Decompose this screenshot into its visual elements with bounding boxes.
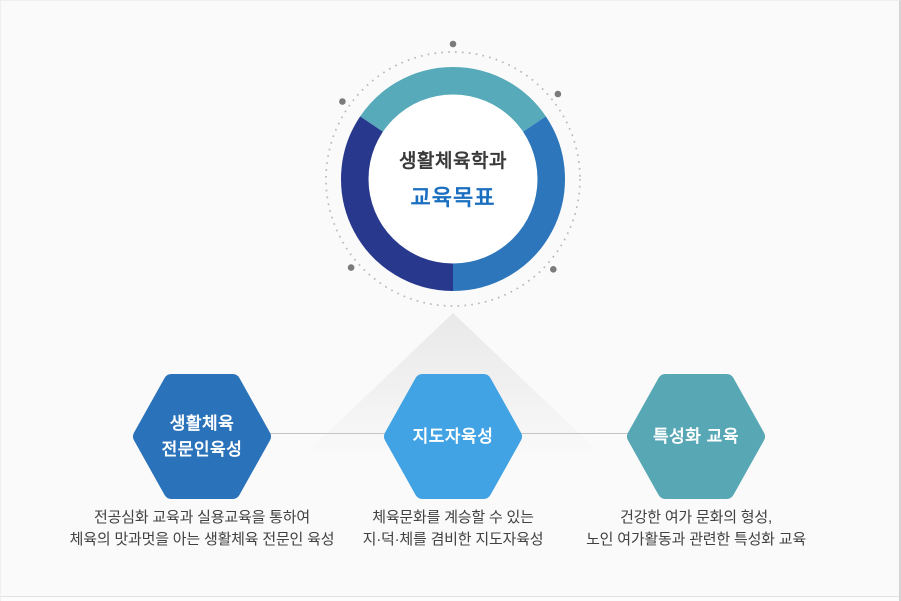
hexagon-shape [133, 374, 271, 499]
goal-title: 생활체육 전문인육성 [132, 374, 272, 499]
marker-dot [449, 40, 457, 48]
goal-title-line: 생활체육 [169, 413, 235, 433]
dotted-orbit-circle [325, 51, 581, 307]
hexagon-polygon [384, 374, 522, 499]
goal-description: 체육문화를 계승할 수 있는 지·덕·체를 겸비한 지도자육성 [288, 507, 618, 550]
goal-description-line: 체육문화를 계승할 수 있는 [372, 509, 534, 526]
marker-dot [550, 266, 557, 273]
goal-description-line: 체육의 맛과멋을 아는 생활체육 전문인 육성 [69, 530, 335, 548]
ring-svg [325, 40, 581, 307]
goal-title: 특성화 교육 [626, 374, 766, 499]
goal-title-line: 전문인육성 [161, 439, 243, 459]
hexagon-polygon [627, 374, 765, 499]
goal-description: 전공심화 교육과 실용교육을 통하여 체육의 맛과멋을 아는 생활체육 전문인 … [37, 507, 367, 550]
marker-dot [347, 264, 355, 271]
bottom-strip [1, 597, 899, 601]
donut-segments [341, 67, 565, 291]
goal-description: 건강한 여가 문화의 형성, 노인 여가활동과 관련한 특성화 교육 [531, 507, 861, 550]
ring-segment-navy [341, 116, 454, 291]
marker-dot [554, 90, 562, 98]
goal-description-line: 건강한 여가 문화의 형성, [620, 509, 772, 526]
goal-hexagon-specialized-education: 특성화 교육 [626, 374, 766, 499]
ring-segment-blue [452, 116, 565, 291]
inner-disc [368, 94, 538, 264]
goal-title-line: 지도자육성 [412, 426, 494, 446]
education-goal-ring: 생활체육학과 교육목표 [308, 34, 598, 324]
hexagon-polygon [133, 374, 271, 499]
goal-title-line: 특성화 교육 [653, 426, 739, 446]
goal-description-line: 전공심화 교육과 실용교육을 통하여 [94, 509, 310, 526]
goal-hexagon-leader-development: 지도자육성 [383, 374, 523, 499]
orbit-marker-dots [339, 40, 562, 273]
hexagon-shape [627, 374, 765, 499]
goal-hexagon-life-sports-professional: 생활체육 전문인육성 [132, 374, 272, 499]
hexagon-shape [384, 374, 522, 499]
marker-dot [339, 98, 346, 105]
goal-description-line: 지·덕·체를 겸비한 지도자육성 [362, 530, 544, 548]
ring-segment-teal [360, 67, 546, 133]
goal-title: 지도자육성 [383, 374, 523, 499]
bottom-border-line [1, 596, 899, 597]
goal-description-line: 노인 여가활동과 관련한 특성화 교육 [586, 530, 806, 548]
